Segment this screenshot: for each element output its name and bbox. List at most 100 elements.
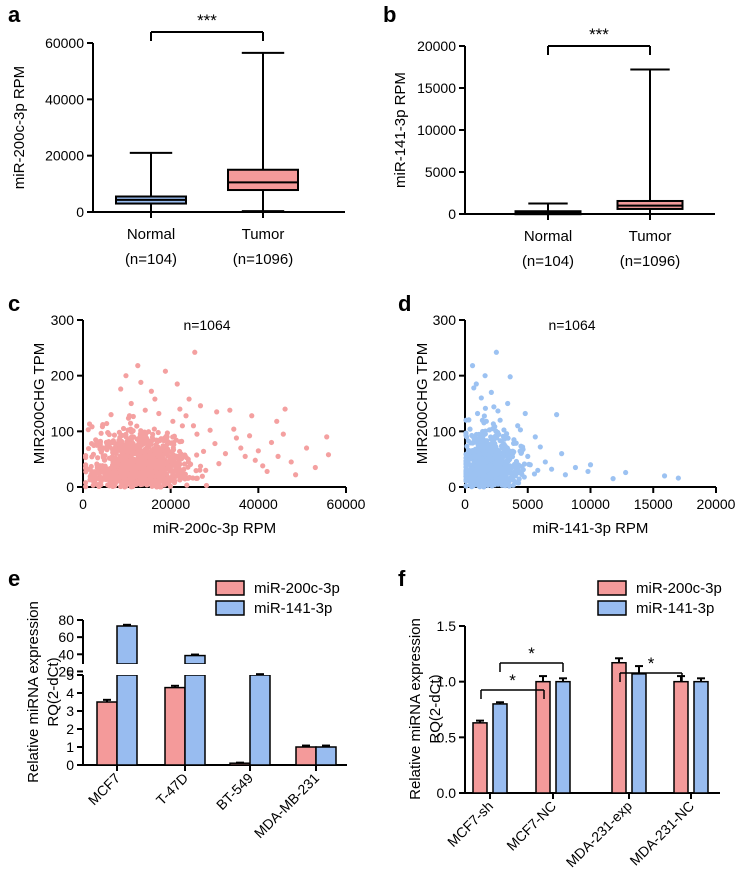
legend-swatch-f-0 — [597, 580, 627, 596]
chart-title-d: n=1064 — [548, 317, 595, 333]
scatter-point — [83, 453, 89, 459]
y-tick-label-e: 4 — [66, 685, 74, 701]
y-tick-label-e: 80 — [58, 612, 74, 628]
scatter-point — [488, 456, 494, 462]
scatter-point — [505, 400, 511, 407]
scatter-point — [152, 478, 158, 484]
scatter-point — [264, 468, 270, 475]
x-tick-label-e-MDA-MB-231: MDA-MB-231 — [251, 770, 322, 841]
x-axis-label-c: miR-200c-3p RPM — [153, 520, 276, 537]
scatter-point — [181, 461, 188, 467]
y-tick-label-d: 100 — [433, 423, 457, 439]
scatter-point — [227, 407, 233, 413]
scatter-point — [123, 457, 130, 464]
bar-f-MCF7-NC-miR-141-3p — [555, 680, 571, 794]
scatter-point — [510, 482, 516, 488]
scatter-point — [142, 446, 148, 453]
scatter-point — [182, 471, 188, 477]
x-tick-label-f-MCF7-sh: MCF7-sh — [444, 798, 496, 850]
scatter-point — [155, 429, 161, 436]
scatter-point — [280, 431, 286, 437]
scatter-point — [518, 449, 525, 456]
scatter-point — [516, 476, 522, 482]
scatter-point — [522, 410, 528, 417]
scatter-point — [473, 439, 479, 445]
scatter-point — [185, 456, 191, 462]
scatter-point — [179, 423, 185, 429]
scatter-point — [303, 445, 310, 451]
scatter-point — [504, 479, 510, 485]
y-axis-label2-f: RQ(2-dCt) — [427, 674, 444, 743]
scatter-point — [675, 475, 681, 481]
x-tick-label-d: 20000 — [697, 496, 736, 512]
scatter-point — [86, 421, 93, 427]
y-tick-label-e: 0 — [66, 757, 74, 773]
chart-title-c: n=1064 — [183, 317, 230, 333]
x-tick-label-e-BT-549: BT-549 — [213, 770, 256, 813]
bar-f-MDA-231-NC-miR-141-3p — [693, 680, 709, 794]
panel-letter-a: a — [8, 2, 21, 27]
scatter-point — [467, 466, 473, 473]
bar-e-BT-549-miR-141-3p-lower — [249, 674, 271, 766]
scatter-point — [212, 440, 218, 447]
x-tick-label-f-MDA-231-exp: MDA-231-exp — [563, 798, 636, 871]
scatter-point — [90, 482, 96, 488]
scatter-point — [554, 412, 560, 418]
scatter-point — [585, 468, 591, 475]
scatter-point — [170, 472, 176, 478]
x-tick-label-e-MCF7: MCF7 — [85, 770, 123, 808]
y-tick-label-d: 0 — [448, 479, 456, 495]
scatter-point — [112, 468, 118, 474]
scatter-point — [282, 406, 288, 412]
legend-swatch-e-0 — [215, 580, 245, 596]
panel-letter-f: f — [398, 566, 406, 591]
scatter-point — [463, 455, 469, 461]
scatter-point — [492, 440, 498, 447]
scatter-point — [156, 410, 162, 417]
scatter-point — [231, 426, 237, 432]
scatter-point — [158, 484, 164, 490]
scatter-point — [502, 470, 508, 476]
scatter-point — [143, 440, 149, 446]
y-tick-label-b: 15000 — [417, 80, 456, 96]
scatter-point — [123, 373, 129, 379]
scatter-point — [275, 453, 281, 459]
y-axis-label-a: miR-200c-3p RPM — [11, 66, 28, 189]
scatter-point — [197, 403, 204, 409]
scatter-point — [502, 443, 509, 449]
scatter-point — [246, 433, 253, 439]
scatter-point — [495, 429, 501, 435]
panel-letter-d: d — [398, 291, 411, 316]
scatter-point — [517, 427, 524, 433]
scatter-point — [114, 463, 120, 469]
scatter-point — [96, 470, 103, 476]
scatter-point — [170, 418, 176, 424]
scatter-point — [155, 444, 161, 450]
x-tick-label-d: 15000 — [634, 496, 673, 512]
legend-label-e-1: miR-141-3p — [254, 600, 332, 617]
scatter-point — [85, 445, 92, 452]
scatter-point — [495, 408, 501, 414]
box-a-Tumor — [227, 168, 299, 192]
scatter-point — [85, 466, 91, 472]
scatter-point — [105, 429, 111, 436]
scatter-point — [102, 457, 108, 463]
scatter-cluster-d — [463, 405, 538, 490]
scatter-point — [184, 475, 191, 481]
x-tick-label-c: 0 — [79, 496, 87, 512]
scatter-point — [525, 453, 531, 459]
scatter-point — [501, 427, 507, 433]
x-tick-label-b-Tumor: Tumor — [629, 228, 672, 245]
bar-e-T-47D-miR-141-3p-upper — [184, 654, 206, 665]
scatter-point — [661, 473, 668, 479]
scatter-point — [126, 477, 132, 483]
scatter-point — [120, 425, 127, 432]
scatter-point — [104, 420, 110, 427]
scatter-point — [89, 440, 95, 447]
bar-e-MDA-MB-231-miR-141-3p — [315, 746, 337, 766]
scatter-point — [83, 480, 89, 486]
scatter-point — [506, 454, 512, 460]
scatter-point — [197, 463, 204, 469]
y-tick-label-a: 20000 — [45, 148, 84, 164]
scatter-point — [114, 448, 120, 454]
